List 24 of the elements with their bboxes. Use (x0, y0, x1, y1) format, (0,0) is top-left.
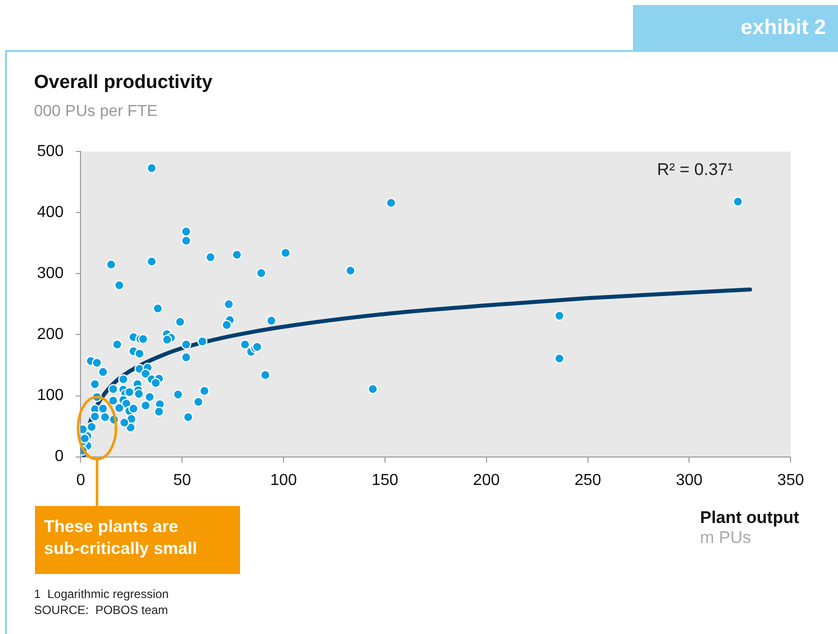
line-series (82, 288, 752, 457)
x-tick-label: 0 (76, 472, 86, 489)
text: m PUs (700, 528, 751, 548)
y-tick-label: 200 (36, 326, 64, 344)
x-tick-label: 200 (473, 472, 500, 489)
y-tick-label: 0 (54, 448, 64, 466)
x-axis-title: Plant output (700, 508, 800, 528)
source-note: SOURCE: POBOS team (34, 603, 168, 617)
annotation: R² = 0.37¹ (657, 160, 734, 180)
text: 1 Logarithmic regression (34, 587, 169, 601)
y-tick-label: 100 (36, 387, 64, 404)
x-tick-label: 250 (574, 472, 602, 489)
y-tick-label: 500 (36, 143, 64, 160)
x-tick-label: 100 (270, 472, 297, 489)
x-tick-label: 50 (173, 472, 192, 489)
text: exhibit 2 (633, 5, 838, 50)
y-axis-title: 000 PUs per FTE (34, 103, 158, 121)
x-tick-label: 300 (676, 472, 703, 489)
x-tick-label: 150 (372, 472, 398, 489)
y-tick-label: 300 (36, 265, 64, 282)
text: These plants are sub-critically small (35, 506, 240, 574)
y-tick-label: 400 (36, 204, 64, 222)
chart-title: Overall productivity (34, 72, 212, 94)
x-tick-label: 350 (777, 472, 804, 489)
